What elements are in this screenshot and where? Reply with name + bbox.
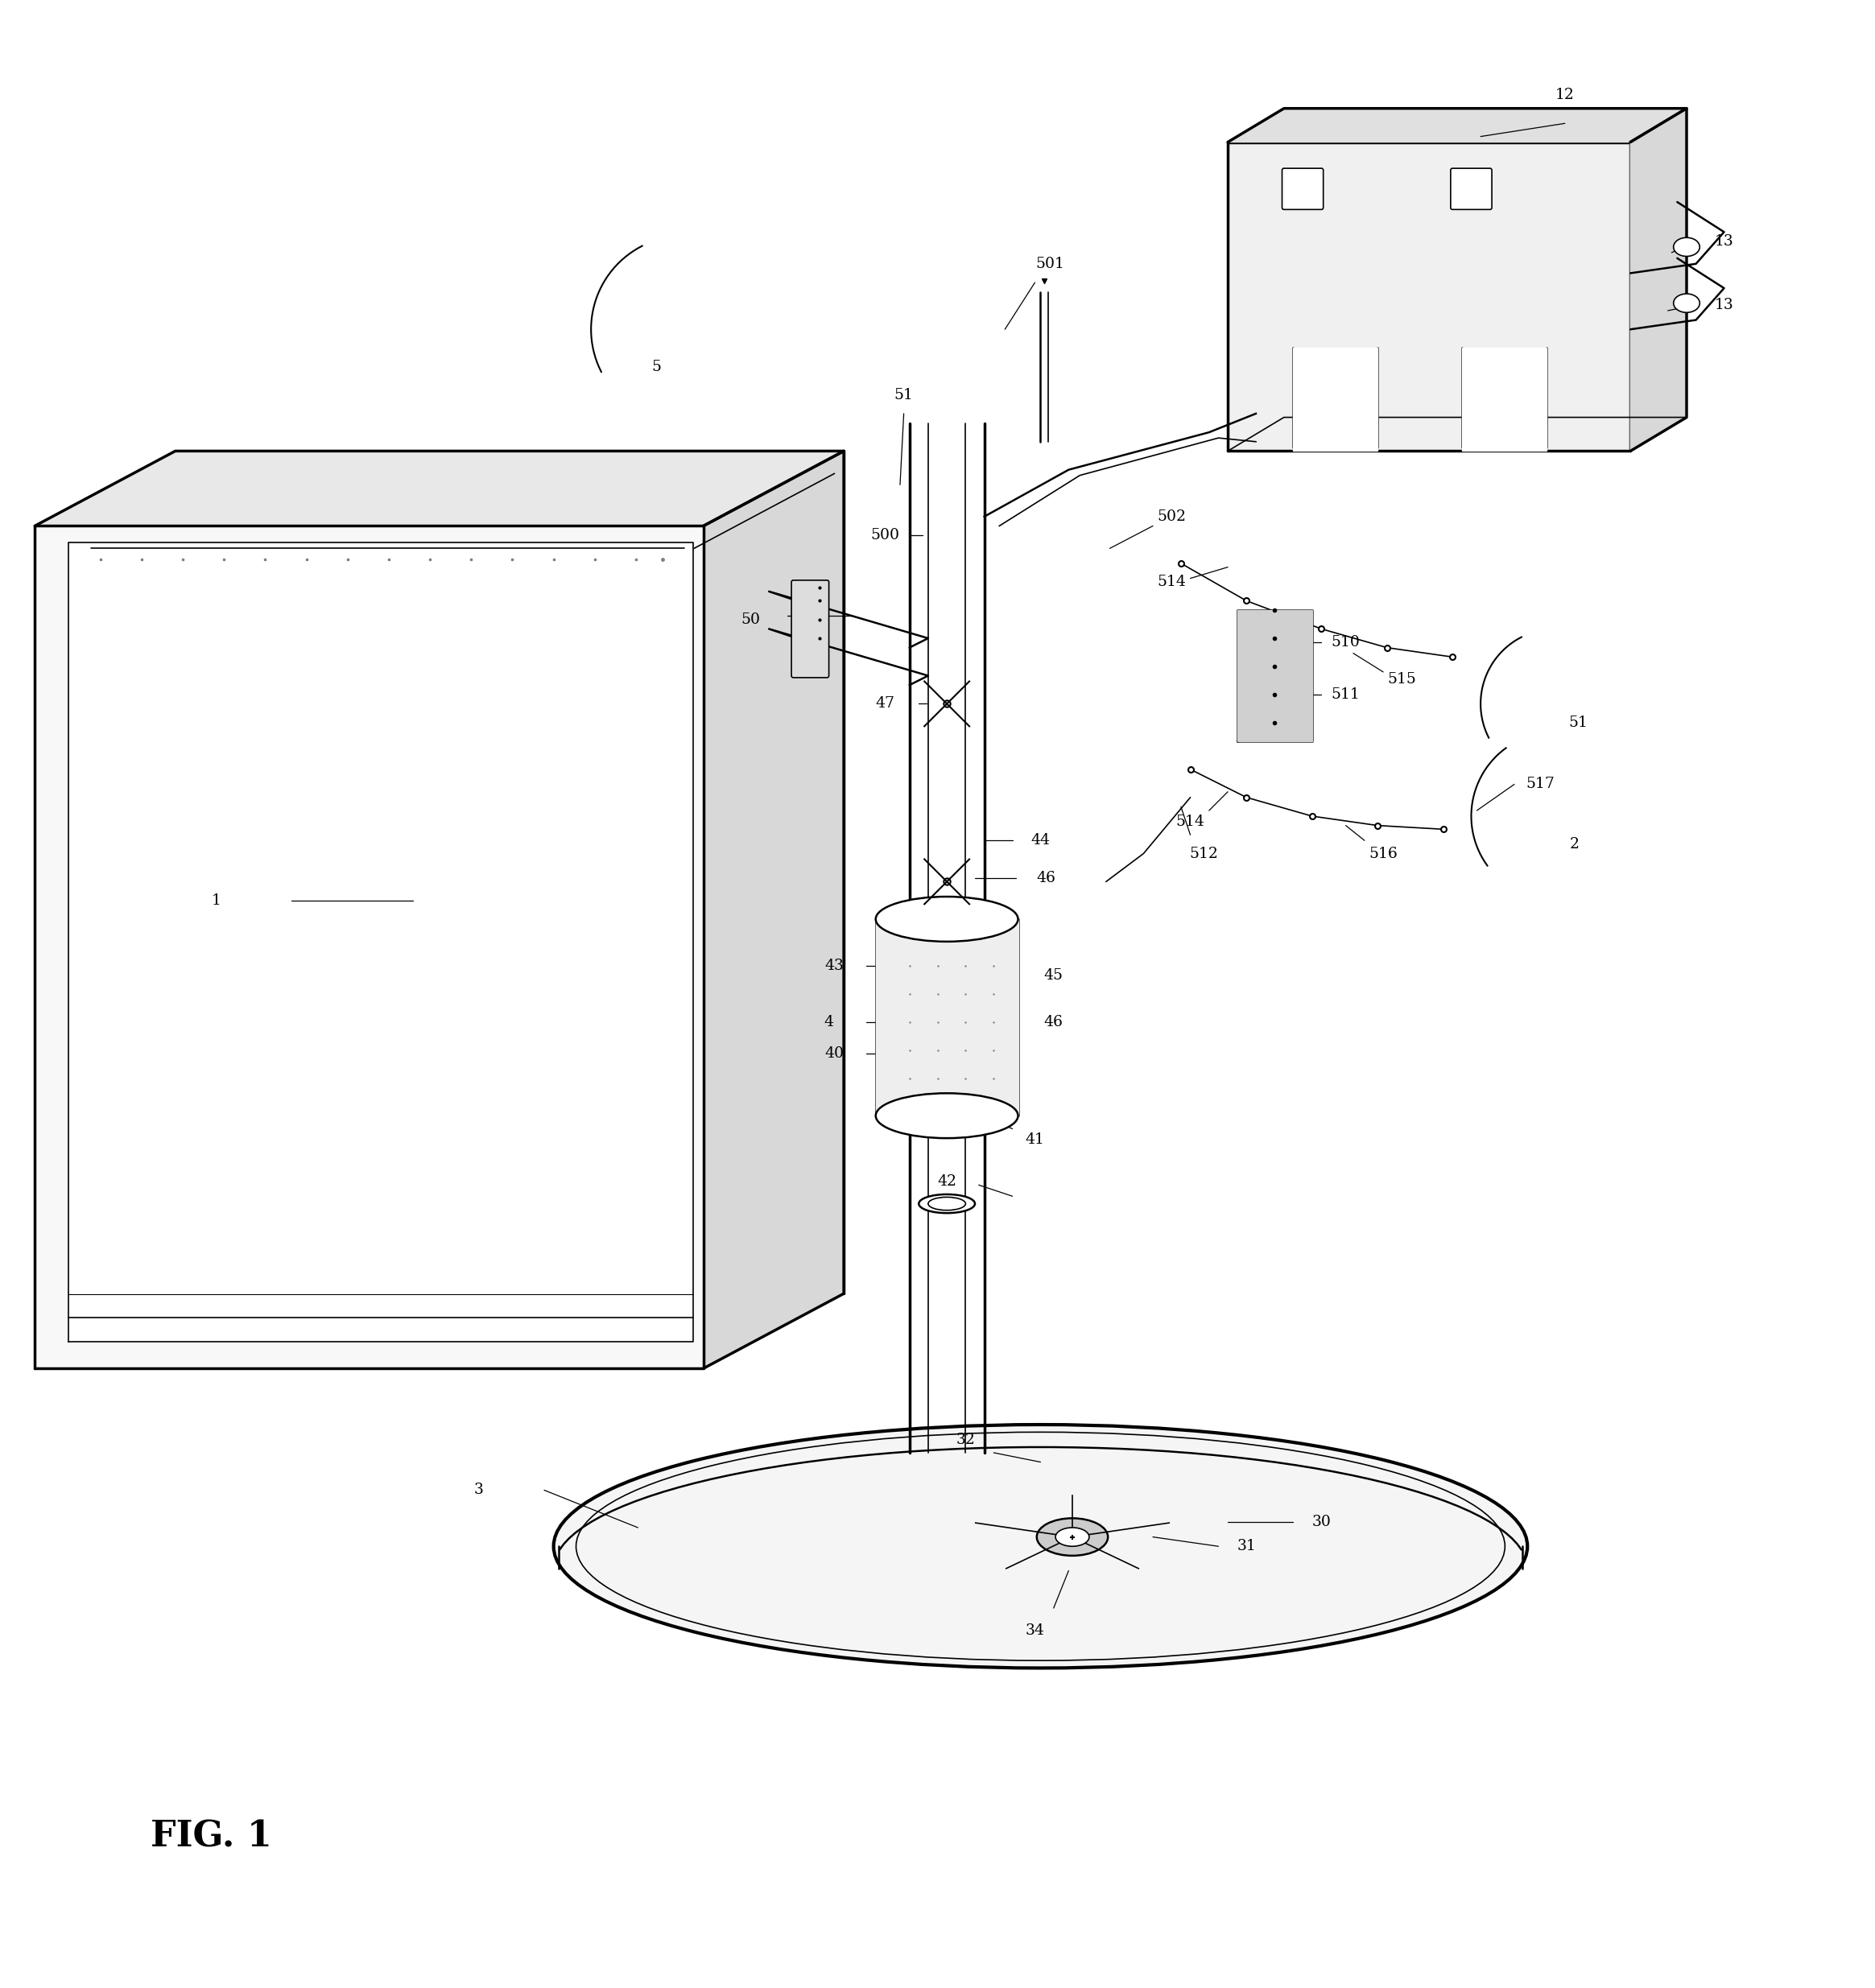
Text: 512: 512: [1189, 847, 1219, 861]
Text: 40: 40: [825, 1046, 844, 1062]
Polygon shape: [1631, 109, 1688, 451]
Text: 502: 502: [1157, 509, 1187, 523]
Text: 4: 4: [823, 1014, 834, 1030]
Ellipse shape: [1037, 1519, 1108, 1557]
Ellipse shape: [919, 1195, 975, 1213]
Text: 500: 500: [870, 529, 900, 543]
Ellipse shape: [1674, 294, 1701, 312]
Text: 42: 42: [938, 1175, 956, 1189]
Text: 46: 46: [1044, 1014, 1063, 1030]
Polygon shape: [703, 451, 844, 1368]
Ellipse shape: [1674, 239, 1701, 256]
Polygon shape: [36, 451, 844, 527]
Text: 41: 41: [1026, 1133, 1044, 1147]
Text: 516: 516: [1369, 847, 1397, 861]
Ellipse shape: [876, 897, 1018, 942]
Polygon shape: [1238, 610, 1312, 742]
Text: 45: 45: [1044, 968, 1063, 982]
Polygon shape: [69, 543, 694, 1342]
Polygon shape: [36, 527, 703, 1368]
Ellipse shape: [553, 1425, 1528, 1668]
Ellipse shape: [876, 1093, 1018, 1139]
Ellipse shape: [1056, 1527, 1089, 1547]
Text: 2: 2: [1569, 837, 1579, 851]
Polygon shape: [1228, 141, 1631, 451]
Text: 44: 44: [1031, 833, 1050, 847]
Text: 34: 34: [1026, 1624, 1044, 1638]
Polygon shape: [1294, 348, 1378, 451]
Text: 13: 13: [1714, 298, 1734, 312]
Text: 514: 514: [1176, 815, 1206, 829]
Text: 514: 514: [1157, 575, 1187, 588]
Polygon shape: [1228, 109, 1688, 141]
Text: 1: 1: [212, 893, 221, 909]
Text: 3: 3: [474, 1483, 484, 1497]
Text: 51: 51: [1568, 716, 1588, 730]
Text: 510: 510: [1331, 634, 1359, 650]
Text: 32: 32: [956, 1433, 975, 1447]
Text: 501: 501: [1035, 256, 1065, 270]
FancyBboxPatch shape: [791, 580, 829, 678]
Text: 511: 511: [1331, 688, 1359, 702]
FancyBboxPatch shape: [1282, 169, 1324, 209]
Text: 46: 46: [1037, 871, 1056, 885]
Polygon shape: [876, 918, 1018, 1115]
Text: 31: 31: [1238, 1539, 1256, 1553]
Text: 5: 5: [652, 360, 662, 374]
Text: 50: 50: [741, 612, 759, 626]
Text: 515: 515: [1388, 672, 1416, 686]
FancyBboxPatch shape: [1451, 169, 1492, 209]
Text: 47: 47: [876, 696, 894, 712]
Text: 12: 12: [1554, 87, 1575, 103]
Text: 51: 51: [894, 388, 913, 402]
Polygon shape: [1462, 348, 1547, 451]
Text: 43: 43: [825, 958, 844, 974]
Text: FIG. 1: FIG. 1: [152, 1819, 272, 1855]
Text: 517: 517: [1526, 777, 1554, 791]
Text: 13: 13: [1714, 235, 1734, 248]
Text: 30: 30: [1312, 1515, 1331, 1529]
